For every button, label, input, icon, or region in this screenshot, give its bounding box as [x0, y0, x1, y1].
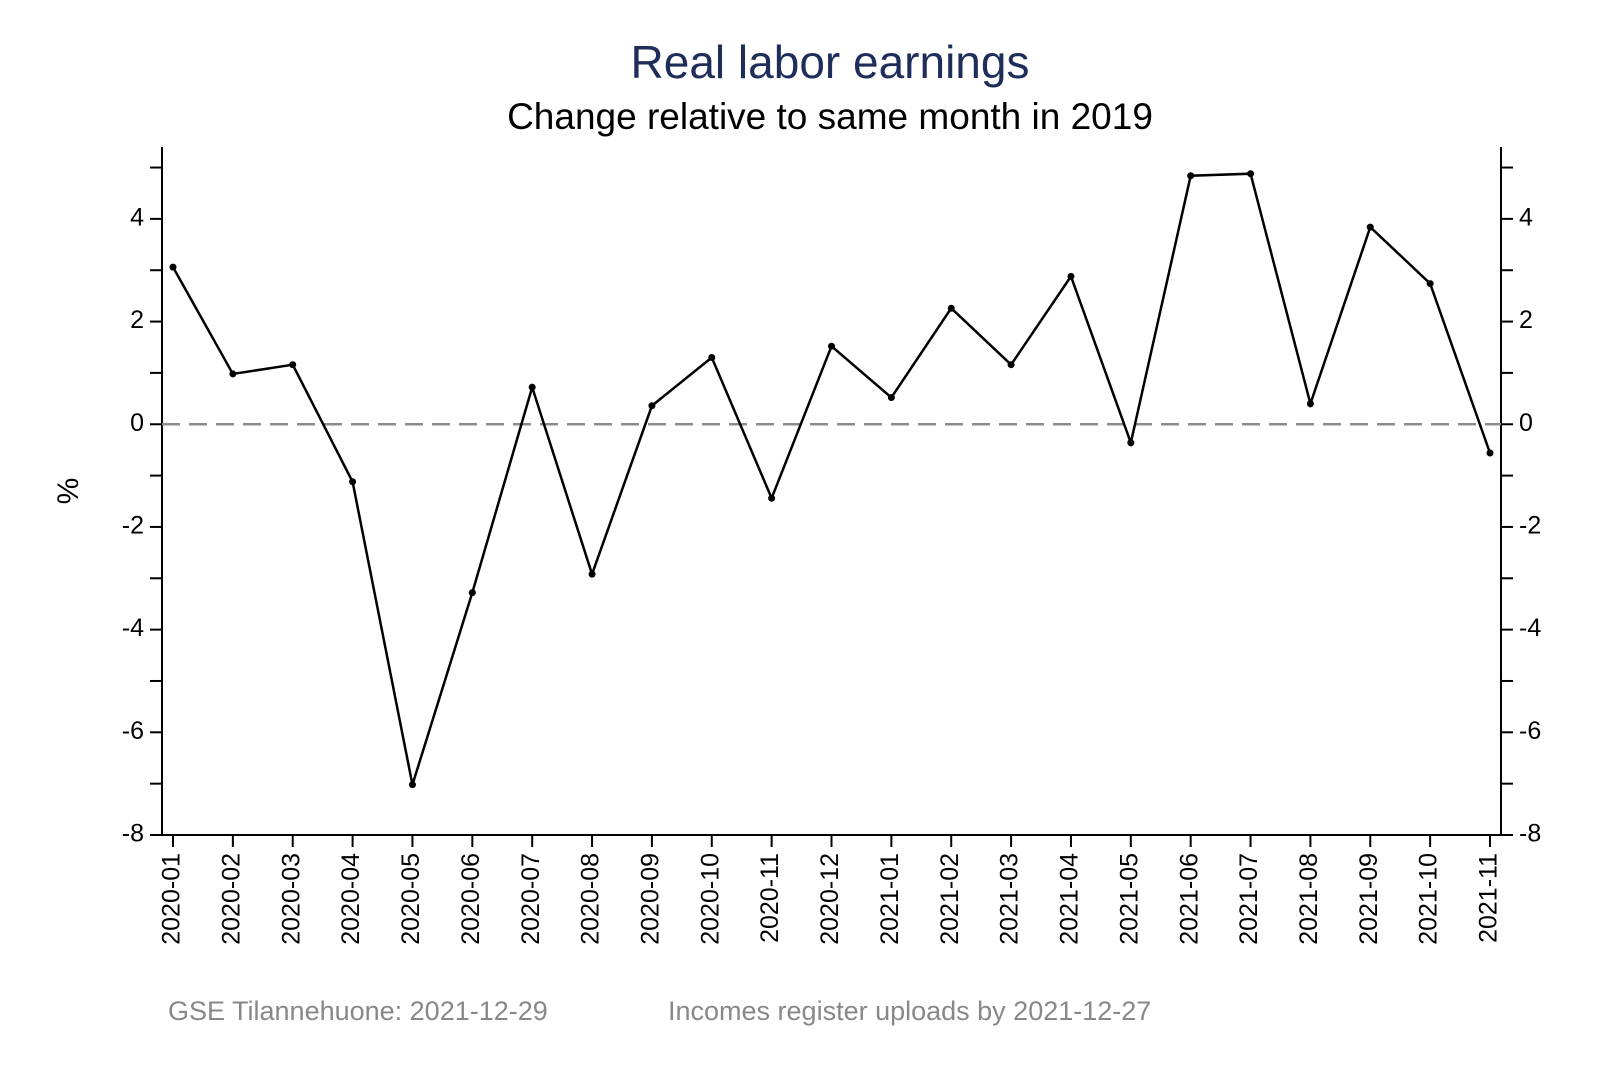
- x-tick-label: 2020-07: [517, 853, 545, 945]
- data-point: [708, 354, 716, 362]
- data-point: [229, 370, 237, 378]
- y-tick-label: -2: [122, 512, 144, 540]
- x-tick-label: 2021-08: [1295, 853, 1323, 945]
- x-tick-label: 2020-10: [696, 853, 724, 945]
- y2-tick-label: 0: [1519, 409, 1533, 437]
- x-tick-label: 2021-06: [1175, 853, 1203, 945]
- x-tick-label: 2021-07: [1235, 853, 1263, 945]
- data-point: [588, 570, 596, 578]
- data-point: [947, 304, 955, 312]
- data-point: [828, 342, 835, 350]
- y2-tick-label: -6: [1519, 717, 1541, 745]
- y-tick-label: 2: [130, 306, 144, 334]
- y-axis-label: %: [52, 478, 85, 505]
- footnote: GSE Tilannehuone: 2021-12-29: [168, 996, 548, 1026]
- footnote: Incomes register uploads by 2021-12-27: [668, 996, 1151, 1026]
- y-tick-label: 4: [130, 203, 144, 231]
- y-tick-label: 0: [130, 409, 144, 437]
- data-point: [528, 383, 536, 391]
- data-point: [289, 361, 297, 369]
- x-tick-label: 2021-05: [1115, 853, 1143, 945]
- data-point: [408, 781, 416, 789]
- chart-subtitle: Change relative to same month in 2019: [507, 96, 1153, 137]
- x-tick-label: 2021-11: [1475, 853, 1503, 943]
- data-point: [169, 263, 177, 271]
- data-point: [1007, 361, 1015, 369]
- y-tick-label: -6: [122, 717, 144, 745]
- data-point: [1486, 449, 1494, 457]
- data-point: [1426, 280, 1434, 288]
- y2-tick-label: -2: [1519, 512, 1541, 540]
- x-tick-label: 2021-10: [1415, 853, 1443, 945]
- y-tick-label: -4: [122, 614, 144, 642]
- x-tick-label: 2021-02: [936, 853, 964, 945]
- x-tick-label: 2020-01: [158, 853, 186, 945]
- data-point: [1067, 272, 1075, 280]
- y-tick-label: -8: [122, 820, 144, 848]
- x-tick-label: 2021-01: [876, 853, 904, 945]
- x-tick-label: 2020-06: [457, 853, 485, 945]
- y2-tick-label: 2: [1519, 306, 1533, 334]
- x-tick-label: 2020-03: [277, 853, 305, 945]
- x-tick-label: 2021-09: [1355, 853, 1383, 945]
- x-tick-label: 2021-04: [1056, 853, 1084, 945]
- data-point: [648, 402, 656, 410]
- line-series: [171, 172, 1492, 786]
- y2-tick-label: -8: [1519, 820, 1541, 848]
- data-point: [1187, 172, 1195, 180]
- data-point: [1247, 170, 1255, 178]
- x-tick-label: 2020-11: [756, 853, 784, 943]
- data-point: [887, 394, 895, 402]
- y2-tick-label: -4: [1519, 614, 1541, 642]
- data-point: [1127, 439, 1135, 447]
- data-point: [468, 589, 476, 597]
- data-point: [1366, 223, 1374, 231]
- x-tick-label: 2020-12: [816, 853, 844, 945]
- chart-title: Real labor earnings: [631, 36, 1030, 88]
- x-tick-label: 2020-02: [217, 853, 245, 945]
- data-point: [1306, 400, 1314, 408]
- x-tick-label: 2020-04: [337, 853, 365, 945]
- x-tick-label: 2020-09: [637, 853, 665, 945]
- data-point: [349, 478, 357, 486]
- x-tick-label: 2020-08: [577, 853, 605, 945]
- x-tick-label: 2020-05: [397, 853, 425, 945]
- data-point: [768, 494, 776, 502]
- x-tick-label: 2021-03: [996, 853, 1024, 945]
- y2-tick-label: 4: [1519, 203, 1533, 231]
